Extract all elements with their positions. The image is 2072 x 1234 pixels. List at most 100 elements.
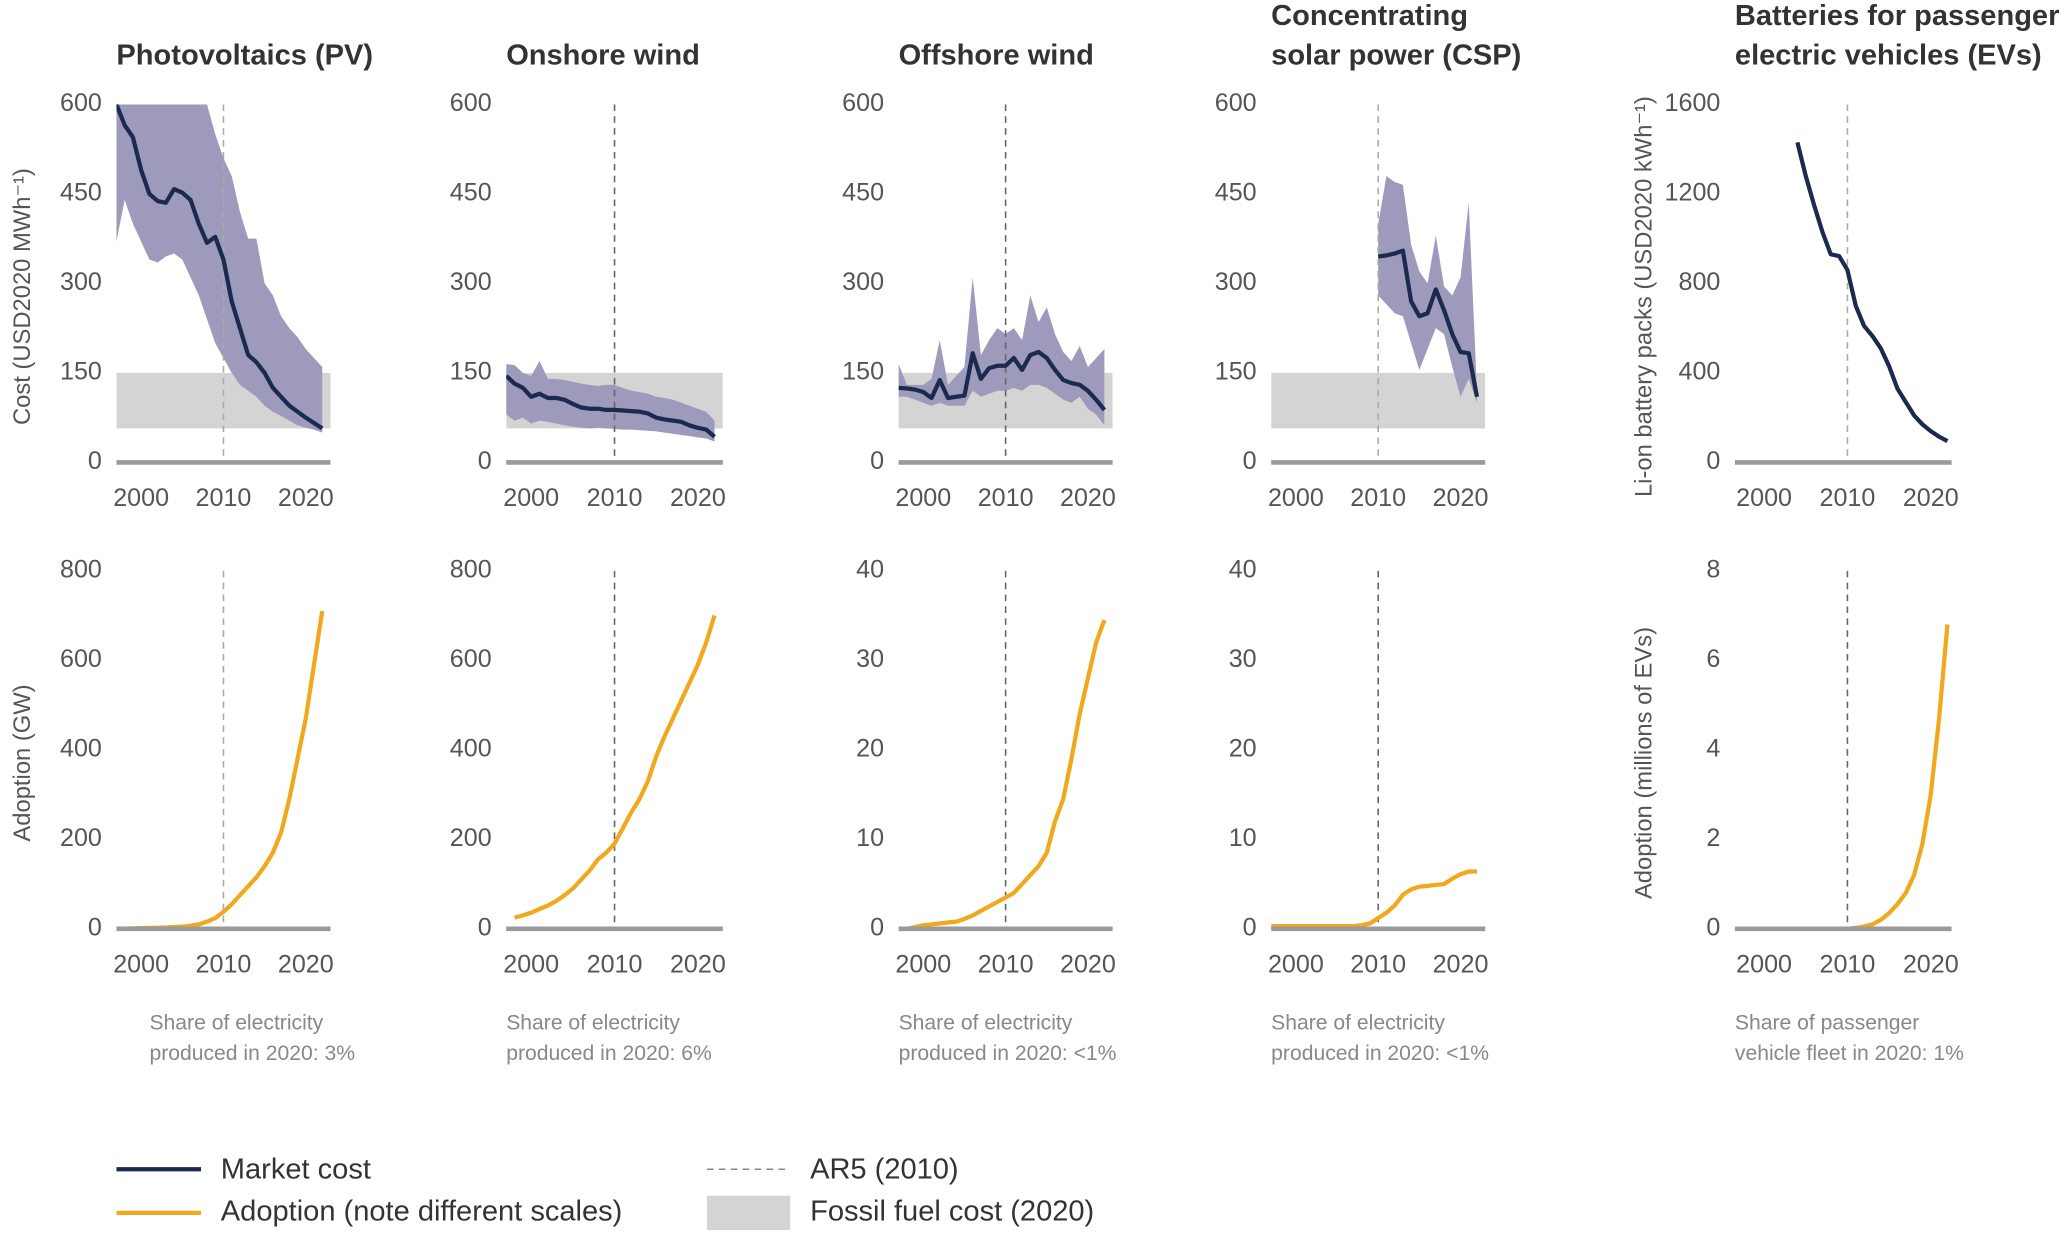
share-note: produced in 2020: <1%	[899, 1042, 1117, 1065]
y-tick-label: 800	[60, 555, 102, 583]
series-line	[898, 619, 1107, 929]
y-tick-label: 200	[450, 824, 492, 852]
y-tick-label: 0	[88, 447, 102, 475]
series-line	[513, 614, 717, 920]
y-tick-label: 0	[1706, 913, 1720, 941]
x-tick-label: 2010	[196, 484, 252, 512]
y-tick-label: 600	[842, 89, 884, 117]
x-tick-label: 2000	[895, 950, 951, 978]
x-tick-label: 2020	[1903, 950, 1959, 978]
y-tick-label: 450	[1215, 179, 1257, 207]
y-tick-label: 450	[60, 179, 102, 207]
x-tick-label: 2020	[1433, 950, 1489, 978]
series-line	[1795, 141, 1949, 444]
y-axis-label: Adoption (GW)	[9, 684, 36, 841]
x-tick-label: 2000	[113, 484, 169, 512]
y-tick-label: 10	[1229, 824, 1257, 852]
share-note: Share of electricity	[149, 1012, 323, 1035]
legend-label: Fossil fuel cost (2020)	[810, 1196, 1094, 1228]
y-tick-label: 0	[870, 447, 884, 475]
y-tick-label: 0	[1706, 447, 1720, 475]
x-tick-label: 2010	[587, 950, 643, 978]
y-tick-label: 0	[478, 913, 492, 941]
x-tick-label: 2020	[278, 950, 334, 978]
series-line	[116, 104, 324, 431]
y-tick-label: 600	[450, 645, 492, 673]
y-tick-label: 400	[450, 734, 492, 762]
series-line	[898, 349, 1107, 412]
cost-range	[1378, 175, 1477, 403]
x-tick-label: 2010	[978, 484, 1034, 512]
series-line	[116, 610, 325, 929]
x-tick-label: 2000	[1736, 950, 1792, 978]
x-tick-label: 2020	[670, 484, 726, 512]
x-tick-label: 2020	[1903, 484, 1959, 512]
x-tick-label: 2000	[1268, 484, 1324, 512]
y-tick-label: 1600	[1665, 89, 1721, 117]
panel-title: electric vehicles (EVs)	[1735, 39, 2042, 71]
x-tick-label: 2000	[1268, 950, 1324, 978]
x-tick-label: 2010	[196, 950, 252, 978]
share-note: Share of passenger	[1735, 1012, 1919, 1035]
y-tick-label: 450	[450, 179, 492, 207]
y-tick-label: 8	[1706, 555, 1720, 583]
x-tick-label: 2010	[1350, 950, 1406, 978]
x-tick-label: 2010	[1350, 484, 1406, 512]
plot-area	[513, 570, 717, 929]
x-tick-label: 2000	[503, 484, 559, 512]
plot-area	[1797, 570, 1950, 929]
y-tick-label: 150	[60, 358, 102, 386]
y-axis-label: Adoption (millions of EVs)	[1630, 627, 1657, 899]
y-tick-label: 2	[1706, 824, 1720, 852]
y-tick-label: 600	[450, 89, 492, 117]
plot-area	[116, 570, 325, 929]
x-tick-label: 2020	[670, 950, 726, 978]
cost-range	[116, 104, 323, 433]
y-tick-label: 300	[1215, 268, 1257, 296]
share-note: Share of electricity	[899, 1012, 1073, 1035]
share-note: produced in 2020: <1%	[1271, 1042, 1489, 1065]
legend-label: Market cost	[221, 1153, 371, 1185]
y-tick-label: 400	[1679, 358, 1721, 386]
y-tick-label: 40	[1229, 555, 1257, 583]
y-tick-label: 600	[60, 89, 102, 117]
y-tick-label: 300	[842, 268, 884, 296]
y-tick-label: 20	[1229, 734, 1257, 762]
share-note: Share of electricity	[1271, 1012, 1445, 1035]
panel-title: Concentrating	[1271, 0, 1468, 32]
plot-area	[1795, 104, 1949, 463]
share-note: vehicle fleet in 2020: 1%	[1735, 1042, 1964, 1065]
y-tick-label: 450	[842, 179, 884, 207]
cost-range	[898, 277, 1105, 426]
y-tick-label: 0	[88, 913, 102, 941]
y-tick-label: 40	[856, 555, 884, 583]
share-note: produced in 2020: 3%	[149, 1042, 355, 1065]
x-tick-label: 2020	[1433, 484, 1489, 512]
cost-range	[506, 360, 715, 442]
x-tick-label: 2000	[503, 950, 559, 978]
panel-title: Offshore wind	[899, 39, 1094, 71]
panel-title: solar power (CSP)	[1271, 39, 1521, 71]
legend-label: AR5 (2010)	[810, 1153, 959, 1185]
x-tick-label: 2020	[1060, 484, 1116, 512]
y-tick-label: 600	[60, 645, 102, 673]
panel-title: Photovoltaics (PV)	[116, 39, 373, 71]
y-tick-label: 0	[478, 447, 492, 475]
y-tick-label: 600	[1215, 89, 1257, 117]
panel-title: Onshore wind	[506, 39, 700, 71]
panel-title: Batteries for passenger	[1735, 0, 2059, 32]
series-line	[506, 374, 716, 439]
x-tick-label: 2020	[1060, 950, 1116, 978]
x-tick-label: 2010	[1820, 950, 1876, 978]
y-tick-label: 150	[450, 358, 492, 386]
y-tick-label: 10	[856, 824, 884, 852]
plot-area	[506, 104, 723, 463]
x-tick-label: 2010	[1820, 484, 1876, 512]
y-axis-label: Cost (USD2020 MWh⁻¹)	[9, 168, 36, 425]
y-tick-label: 800	[450, 555, 492, 583]
plot-area	[898, 570, 1107, 929]
y-tick-label: 150	[1215, 358, 1257, 386]
series-line	[1797, 624, 1950, 929]
